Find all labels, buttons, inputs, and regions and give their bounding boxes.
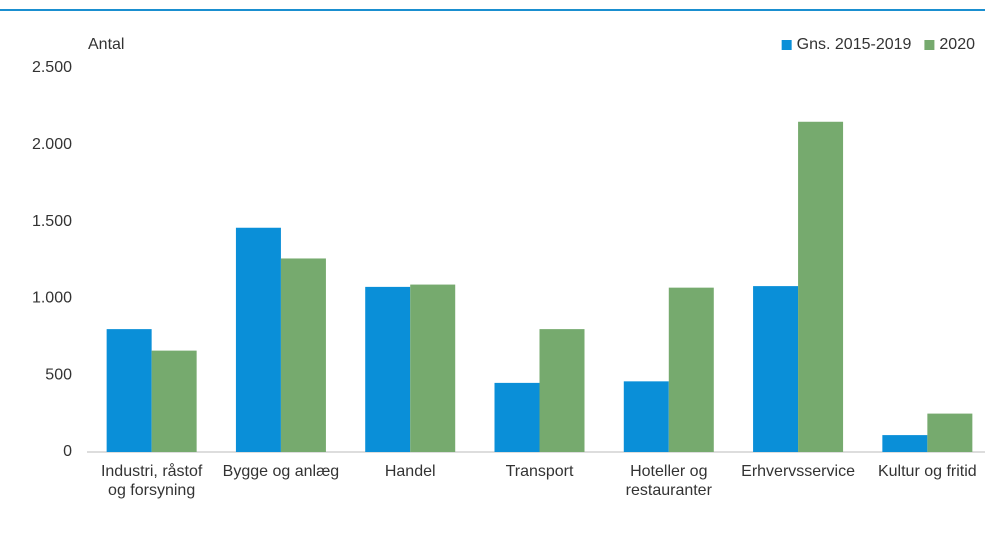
bar [494, 382, 540, 452]
x-tick-label: Transport [505, 463, 574, 480]
legend-swatch [781, 40, 792, 50]
x-tick-label: Handel [384, 463, 436, 480]
x-tick-label: Bygge og anlæg [222, 463, 340, 480]
bar [539, 329, 585, 452]
y-tick-label: 0 [63, 443, 72, 460]
bar [798, 121, 844, 452]
bar [235, 227, 281, 452]
legend-label: Gns. 2015-2019 [797, 36, 912, 53]
y-tick-label: 2.500 [32, 59, 72, 76]
bar [882, 435, 928, 452]
x-tick-label: Hoteller og restauranter [625, 463, 712, 499]
bar [280, 258, 326, 452]
bar [753, 286, 799, 452]
x-tick-label: Kultur og fritid [877, 463, 977, 480]
bar [623, 381, 669, 452]
y-axis-label: Antal [88, 36, 124, 53]
bar [927, 413, 973, 452]
x-tick-label: Industri, råstof og forsyning [100, 463, 203, 499]
y-tick-label: 500 [45, 366, 72, 383]
y-tick-label: 1.500 [32, 213, 72, 230]
bar [365, 286, 411, 452]
legend-label: 2020 [939, 36, 975, 53]
bar [668, 287, 714, 452]
bar [410, 284, 456, 452]
y-tick-label: 1.000 [32, 290, 72, 307]
y-tick-label: 2.000 [32, 136, 72, 153]
bar [151, 350, 197, 452]
x-tick-label: Erhvervsservice [741, 463, 855, 480]
bar [106, 329, 152, 452]
legend-swatch [924, 40, 935, 50]
